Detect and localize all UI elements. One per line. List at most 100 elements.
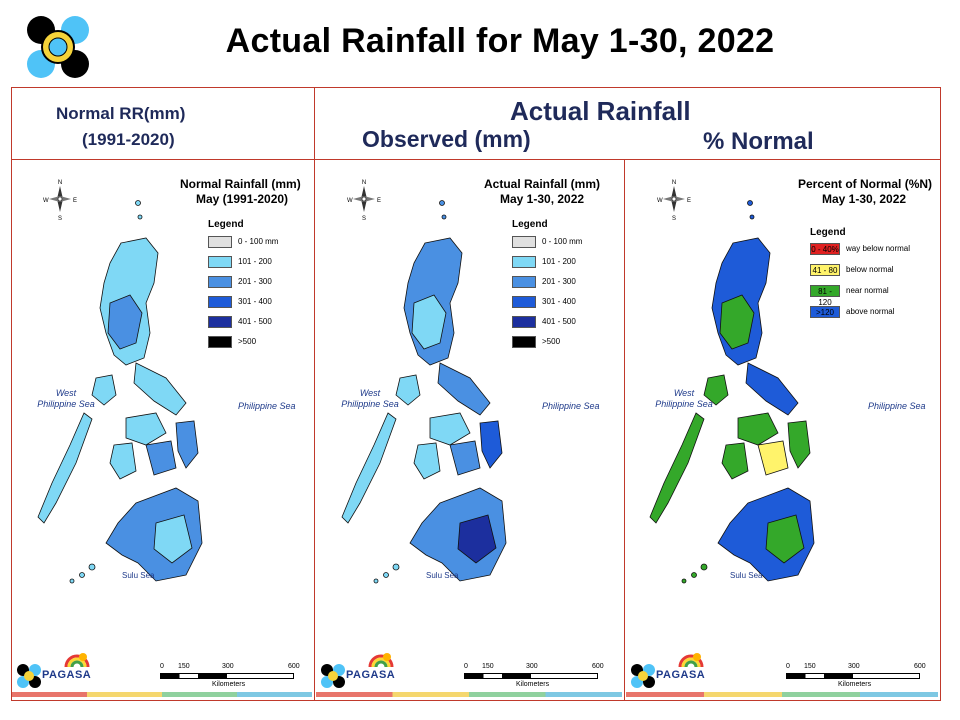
map-title-line2: May (1991-2020)	[196, 192, 289, 206]
pagasa-logo-text: PAGASA	[42, 669, 92, 681]
legend-label: 0 - 100 mm	[542, 237, 583, 246]
legend-item: 401 - 500	[512, 316, 622, 328]
scale-bar	[786, 673, 920, 679]
philippines-map	[26, 183, 206, 628]
rainbow-logo-icon	[678, 651, 704, 674]
legend-label: 201 - 300	[542, 277, 576, 286]
legend-label: 101 - 200	[542, 257, 576, 266]
scale-tick: 150	[482, 663, 494, 670]
legend-item: 401 - 500	[208, 316, 318, 328]
legend-item: 101 - 200	[512, 256, 622, 268]
svg-text:S: S	[672, 216, 676, 221]
legend-swatch	[208, 296, 232, 308]
philippines-map	[638, 183, 818, 628]
svg-text:W: W	[43, 198, 49, 204]
sea-label-east: Philippine Sea	[868, 401, 926, 411]
legend-swatch	[512, 276, 536, 288]
scale-tick: 0	[464, 663, 468, 670]
legend-label: >500	[238, 337, 257, 346]
pagasa-logo-icon	[320, 663, 346, 694]
sea-label-west-1: West	[359, 388, 381, 398]
page-title: Actual Rainfall for May 1-30, 2022	[225, 22, 775, 60]
sulu-sea-label: Sulu Sea	[122, 571, 155, 580]
legend-title: Legend	[512, 219, 548, 230]
svg-text:N: N	[362, 180, 366, 186]
legend-swatch	[512, 296, 536, 308]
compass-rose-icon: N S W E	[654, 177, 694, 226]
svg-text:N: N	[672, 180, 676, 186]
sea-label-west: West Philippine Sea	[26, 388, 106, 410]
color-stripe	[12, 692, 312, 697]
compass-rose-icon: N S W E	[344, 177, 384, 226]
svg-text:W: W	[347, 198, 353, 204]
legend-swatch	[208, 236, 232, 248]
panel-percent: N S W E	[626, 163, 940, 700]
legend-swatch	[512, 236, 536, 248]
svg-text:E: E	[687, 198, 691, 204]
legend-swatch-text: 41 - 80	[812, 266, 838, 275]
legend-swatch	[512, 256, 536, 268]
legend-item: 81 - 120 near normal	[810, 285, 920, 307]
scale-bar	[464, 673, 598, 679]
scale-unit: Kilometers	[838, 681, 872, 688]
scale-tick: 300	[222, 663, 234, 670]
scale-tick: 150	[804, 663, 816, 670]
pagasa-logo-text: PAGASA	[346, 669, 396, 681]
legend-label: near normal	[846, 286, 889, 295]
scale-tick: 0	[786, 663, 790, 670]
svg-text:S: S	[58, 216, 62, 221]
legend-item: >120 above normal	[810, 306, 920, 318]
legend-swatch-text: 81 - 120	[818, 287, 832, 307]
sea-label-west-2: Philippine Sea	[37, 399, 95, 409]
svg-text:E: E	[73, 198, 77, 204]
legend-label: >500	[542, 337, 561, 346]
svg-text:E: E	[377, 198, 381, 204]
divider	[11, 159, 941, 160]
legend-item: >500	[208, 336, 318, 348]
scale-tick: 150	[178, 663, 190, 670]
legend-item: 0 - 40% way below normal	[810, 243, 920, 255]
sea-label-west: West Philippine Sea	[644, 388, 724, 410]
legend-swatch	[512, 316, 536, 328]
legend-swatch: 0 - 40%	[810, 243, 840, 255]
sea-label-east: Philippine Sea	[238, 401, 296, 411]
divider	[624, 159, 625, 700]
panel-normal: N S W E	[12, 163, 314, 700]
legend-title: Legend	[208, 219, 244, 230]
legend-label: below normal	[846, 265, 894, 274]
agency-logo	[24, 14, 92, 80]
legend-swatch	[208, 256, 232, 268]
legend-item: >500	[512, 336, 622, 348]
scale-unit: Kilometers	[212, 681, 246, 688]
legend-swatch: 81 - 120	[810, 285, 840, 307]
map-title-line1: Actual Rainfall (mm)	[484, 177, 601, 191]
legend-swatch	[208, 276, 232, 288]
sulu-sea-label: Sulu Sea	[426, 571, 459, 580]
map-title-line1: Normal Rainfall (mm)	[180, 177, 301, 191]
normal-header-line2: (1991-2020)	[82, 130, 175, 149]
legend-swatch: 41 - 80	[810, 264, 840, 276]
legend-swatch: >120	[810, 306, 840, 318]
legend-label: 401 - 500	[542, 317, 576, 326]
map-title-line2: May 1-30, 2022	[500, 192, 585, 206]
map-title-line2: May 1-30, 2022	[822, 192, 907, 206]
legend-item: 201 - 300	[512, 276, 622, 288]
figure-frame	[11, 87, 941, 701]
legend-item: 101 - 200	[208, 256, 318, 268]
sea-label-west: West Philippine Sea	[330, 388, 410, 410]
legend-label: 101 - 200	[238, 257, 272, 266]
svg-text:S: S	[362, 216, 366, 221]
scale-tick: 0	[160, 663, 164, 670]
scale-unit: Kilometers	[516, 681, 550, 688]
sea-label-west-1: West	[673, 388, 695, 398]
scale-tick: 300	[526, 663, 538, 670]
divider	[314, 159, 315, 700]
observed-header: Observed (mm)	[362, 126, 531, 152]
divider	[314, 87, 315, 160]
legend-label: 301 - 400	[238, 297, 272, 306]
scale-tick: 300	[848, 663, 860, 670]
sulu-sea-label: Sulu Sea	[730, 571, 763, 580]
legend-item: 41 - 80 below normal	[810, 264, 920, 276]
legend-swatch-text: >120	[815, 308, 835, 317]
svg-text:W: W	[657, 198, 663, 204]
